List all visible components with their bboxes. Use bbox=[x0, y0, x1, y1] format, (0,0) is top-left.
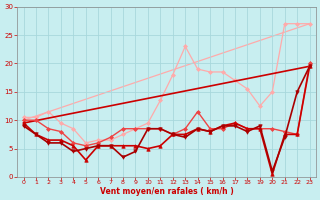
X-axis label: Vent moyen/en rafales ( km/h ): Vent moyen/en rafales ( km/h ) bbox=[100, 187, 234, 196]
